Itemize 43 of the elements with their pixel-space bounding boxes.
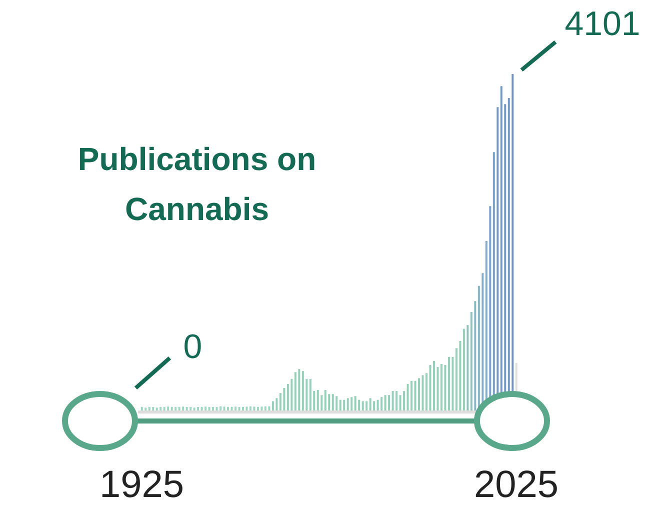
bar	[429, 365, 432, 412]
x-tick-label: 2025	[474, 464, 559, 506]
bar	[346, 398, 349, 412]
bar	[396, 391, 398, 412]
bar	[384, 395, 386, 412]
bar	[448, 356, 450, 412]
bar	[410, 380, 413, 412]
bar	[302, 371, 304, 412]
bar	[336, 396, 338, 412]
bar	[459, 341, 462, 412]
bar	[316, 390, 319, 412]
x-tick-label: 1925	[99, 464, 184, 506]
bar	[399, 395, 402, 412]
bar	[324, 390, 326, 412]
bar	[440, 364, 442, 412]
text: Publications on Cannabis	[76, 140, 318, 229]
bar	[474, 301, 476, 412]
bar	[354, 396, 356, 412]
bar	[283, 388, 286, 412]
bar	[406, 384, 409, 412]
bar	[290, 378, 293, 412]
bar	[298, 369, 300, 412]
bar	[466, 325, 469, 412]
annotation: 4101	[564, 5, 640, 43]
bar	[276, 398, 278, 412]
bar	[444, 365, 446, 412]
bar	[380, 397, 383, 412]
bar	[432, 360, 435, 412]
bar	[392, 391, 394, 412]
bar	[403, 391, 406, 412]
bar	[369, 398, 372, 412]
bar	[422, 375, 424, 412]
bar	[414, 380, 416, 412]
bar	[350, 397, 353, 412]
bar	[309, 378, 312, 412]
annotation: 0	[183, 328, 202, 366]
bar	[462, 328, 465, 412]
bar	[294, 372, 296, 412]
bar	[452, 356, 454, 412]
bar	[418, 378, 420, 412]
bar	[388, 395, 390, 412]
bar	[328, 394, 330, 412]
bar	[332, 394, 334, 412]
